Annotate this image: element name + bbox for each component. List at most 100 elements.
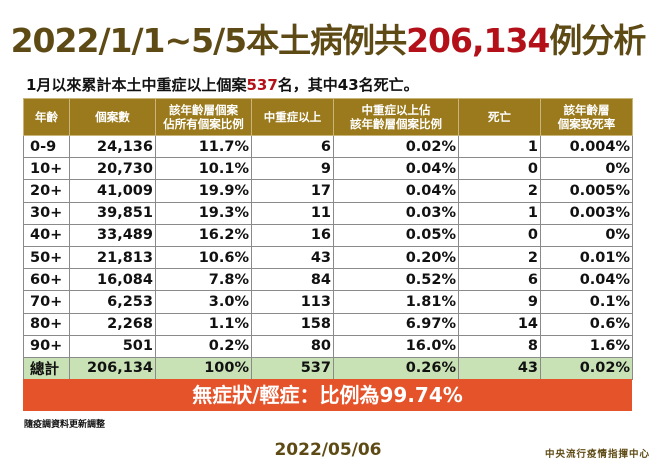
subtitle: 1月以來累計本土中重症以上個案537名，其中43名死亡。 bbox=[26, 74, 419, 95]
table-cell: 1.1% bbox=[155, 312, 252, 336]
table-cell: 0.004% bbox=[540, 134, 633, 159]
table-cell: 16,084 bbox=[69, 268, 156, 292]
table-cell: 100% bbox=[155, 356, 252, 381]
table-row: 60+ 16,084 7.8% 84 0.52% 6 0.04% bbox=[23, 268, 633, 292]
column-header: 中重症以上佔 該年齡層個案比例 bbox=[333, 98, 459, 136]
table-cell: 0.6% bbox=[540, 312, 633, 336]
table-cell: 14 bbox=[458, 312, 541, 336]
age-group-cell: 70+ bbox=[23, 290, 70, 314]
table-cell: 0.003% bbox=[540, 201, 633, 225]
table-cell: 0.26% bbox=[333, 356, 459, 381]
table-cell: 206,134 bbox=[69, 356, 156, 381]
age-group-cell: 30+ bbox=[23, 201, 70, 225]
age-group-cell: 90+ bbox=[23, 334, 70, 358]
column-header: 個案數 bbox=[69, 98, 156, 136]
table-cell: 2 bbox=[458, 245, 541, 270]
table-cell: 8 bbox=[458, 334, 541, 358]
age-group-cell: 總計 bbox=[23, 356, 70, 381]
organization-name: 中央流行疫情指揮中心 bbox=[544, 449, 650, 460]
table-cell: 43 bbox=[251, 245, 334, 270]
age-group-cell: 80+ bbox=[23, 312, 70, 336]
table-cell: 3.0% bbox=[155, 290, 252, 314]
table-cell: 158 bbox=[251, 312, 334, 336]
table-row: 10+ 20,730 10.1% 9 0.04% 0 0% bbox=[23, 157, 633, 181]
table-cell: 6.97% bbox=[333, 312, 459, 336]
table-cell: 0.52% bbox=[333, 268, 459, 292]
age-group-cell: 60+ bbox=[23, 268, 70, 292]
table-cell: 9 bbox=[251, 157, 334, 181]
table-cell: 24,136 bbox=[69, 134, 156, 159]
table-cell: 0 bbox=[458, 223, 541, 247]
column-header: 該年齡層個案 佔所有個案比例 bbox=[155, 98, 252, 136]
table-cell: 33,489 bbox=[69, 223, 156, 247]
table-cell: 16 bbox=[251, 223, 334, 247]
table-header-row: 年齡 個案數 該年齡層個案 佔所有個案比例 中重症以上 中重症以上佔 該年齡層個案比例 死亡該… bbox=[23, 98, 633, 136]
table-cell: 6 bbox=[251, 134, 334, 159]
footnote: 隨疫調資料更新調整 bbox=[24, 420, 106, 430]
table-cell: 0.05% bbox=[333, 223, 459, 247]
table-row: 50+ 21,813 10.6% 43 0.20% 2 0.01% bbox=[23, 245, 633, 270]
table-cell: 9 bbox=[458, 290, 541, 314]
table-cell: 2,268 bbox=[69, 312, 156, 336]
table-cell: 16.0% bbox=[333, 334, 459, 358]
table-cell: 0.04% bbox=[540, 268, 633, 292]
table-row: 20+ 41,009 19.9% 17 0.04% 2 0.005% bbox=[23, 179, 633, 203]
age-group-table: 年齡 個案數 該年齡層個案 佔所有個案比例 中重症以上 中重症以上佔 該年齡層個案比例 死亡該… bbox=[23, 98, 633, 381]
table-cell: 17 bbox=[251, 179, 334, 203]
table-row: 70+ 6,253 3.0% 113 1.81% 9 0.1% bbox=[23, 290, 633, 314]
table-cell: 0.2% bbox=[155, 334, 252, 358]
date: 2022/05/06 bbox=[274, 440, 382, 460]
table-row: 0-9 24,136 11.7% 6 0.02% 1 0.004% bbox=[23, 134, 633, 159]
table-cell: 11.7% bbox=[155, 134, 252, 159]
title-text: 2022/1/1~5/5本土病例共 bbox=[10, 21, 407, 60]
table-row: 40+ 33,489 16.2% 16 0.05% 0 0% bbox=[23, 223, 633, 247]
asymptomatic-ratio-banner: 無症狀/輕症：比例為99.74% bbox=[23, 379, 632, 411]
age-group-cell: 50+ bbox=[23, 245, 70, 270]
subtitle-text: 1月以來累計本土中重症以上個案 bbox=[26, 76, 247, 94]
title-suffix: 例分析 bbox=[549, 21, 646, 60]
table-cell: 19.9% bbox=[155, 179, 252, 203]
age-group-cell: 40+ bbox=[23, 223, 70, 247]
table-cell: 10.6% bbox=[155, 245, 252, 270]
table-cell: 7.8% bbox=[155, 268, 252, 292]
age-group-cell: 0-9 bbox=[23, 134, 70, 159]
table-cell: 2 bbox=[458, 179, 541, 203]
column-header: 年齡 bbox=[23, 98, 70, 136]
table-cell: 1 bbox=[458, 201, 541, 225]
column-header: 該年齡層 個案致死率 bbox=[540, 98, 633, 136]
table-cell: 0% bbox=[540, 157, 633, 181]
table-cell: 1.81% bbox=[333, 290, 459, 314]
table-cell: 0 bbox=[458, 157, 541, 181]
table-row: 80+ 2,268 1.1% 158 6.97% 14 0.6% bbox=[23, 312, 633, 336]
total-row: 總計 206,134 100% 537 0.26% 43 0.02% bbox=[23, 356, 633, 381]
table-row: 90+ 501 0.2% 80 16.0% 8 1.6% bbox=[23, 334, 633, 358]
table-cell: 43 bbox=[458, 356, 541, 381]
table-cell: 537 bbox=[251, 356, 334, 381]
table-cell: 20,730 bbox=[69, 157, 156, 181]
page-title: 2022/1/1~5/5本土病例共206,134例分析 bbox=[0, 14, 656, 62]
table-cell: 0.02% bbox=[540, 356, 633, 381]
table-cell: 0% bbox=[540, 223, 633, 247]
table-row: 30+ 39,851 19.3% 11 0.03% 1 0.003% bbox=[23, 201, 633, 225]
table-cell: 11 bbox=[251, 201, 334, 225]
table-cell: 39,851 bbox=[69, 201, 156, 225]
table-cell: 80 bbox=[251, 334, 334, 358]
table-cell: 6 bbox=[458, 268, 541, 292]
table-cell: 0.04% bbox=[333, 157, 459, 181]
age-group-cell: 10+ bbox=[23, 157, 70, 181]
table-cell: 0.04% bbox=[333, 179, 459, 203]
table-cell: 0.01% bbox=[540, 245, 633, 270]
table-cell: 6,253 bbox=[69, 290, 156, 314]
table-cell: 1 bbox=[458, 134, 541, 159]
table-cell: 0.02% bbox=[333, 134, 459, 159]
table-cell: 113 bbox=[251, 290, 334, 314]
title-case-count: 206,134 bbox=[406, 21, 550, 60]
table-cell: 16.2% bbox=[155, 223, 252, 247]
table-cell: 19.3% bbox=[155, 201, 252, 225]
table-cell: 21,813 bbox=[69, 245, 156, 270]
table-cell: 1.6% bbox=[540, 334, 633, 358]
table-cell: 84 bbox=[251, 268, 334, 292]
table-cell: 41,009 bbox=[69, 179, 156, 203]
subtitle-suffix: 名，其中43名死亡。 bbox=[277, 76, 419, 94]
table-cell: 0.20% bbox=[333, 245, 459, 270]
